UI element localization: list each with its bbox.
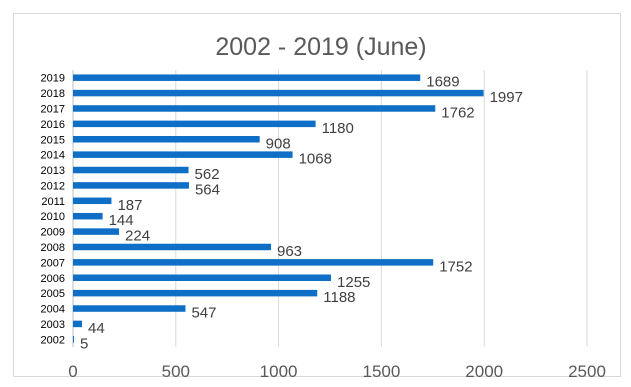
data-label: 908 [266, 135, 291, 152]
category-label: 2008 [41, 242, 65, 254]
bar [73, 151, 293, 158]
data-label: 1180 [322, 120, 354, 137]
bar [73, 166, 189, 174]
chart-frame [13, 13, 621, 377]
data-label: 564 [195, 181, 220, 198]
category-label: 2004 [41, 304, 65, 316]
category-labels: 2019 2018 2017 2016 2015 2014 2013 2012 2011 2010… [41, 73, 65, 347]
data-label: 547 [191, 305, 216, 322]
x-tick-label: 2500 [568, 362, 606, 381]
data-label: 1997 [490, 89, 523, 106]
category-label: 2018 [41, 88, 65, 100]
category-label: 2015 [41, 134, 65, 146]
category-label: 2013 [41, 165, 65, 177]
bar [73, 243, 271, 251]
x-tick-label: 1500 [362, 362, 400, 381]
data-label: 562 [195, 166, 220, 183]
data-label: 5 [80, 335, 88, 352]
bar [73, 197, 112, 205]
x-tick-label: 0 [68, 362, 77, 381]
data-label: 1762 [441, 104, 474, 121]
bar [73, 274, 332, 281]
category-label: 2017 [41, 103, 65, 115]
category-label: 2014 [41, 150, 65, 162]
data-label: 44 [88, 320, 105, 337]
bar [73, 228, 120, 235]
category-label: 2003 [41, 319, 65, 331]
data-label: 187 [117, 197, 142, 214]
category-label: 2012 [41, 180, 65, 192]
bar [73, 89, 484, 97]
bar [73, 120, 316, 128]
bar [73, 305, 186, 312]
data-label: 1068 [299, 151, 332, 168]
x-axis-ticks: 0 500 1000 1500 2000 2500 [68, 362, 606, 381]
bar [73, 136, 260, 143]
bar [73, 289, 318, 297]
bar [73, 182, 189, 189]
category-label: 2007 [41, 257, 65, 269]
category-label: 2016 [41, 119, 65, 131]
data-label: 1752 [439, 258, 472, 275]
data-label: 1689 [426, 74, 459, 91]
bar [73, 105, 436, 112]
bar [73, 336, 75, 343]
data-label: 963 [277, 243, 302, 260]
data-label: 1188 [323, 289, 355, 306]
bars [73, 74, 484, 343]
x-tick-label: 2000 [465, 362, 503, 381]
bar [73, 259, 434, 266]
category-label: 2009 [41, 227, 65, 239]
data-label: 224 [125, 228, 150, 245]
category-label: 2005 [41, 288, 65, 300]
x-tick-label: 500 [162, 362, 190, 381]
chart-title: 2002 - 2019 (June) [215, 33, 426, 61]
category-label: 2010 [41, 211, 65, 223]
data-label: 1255 [337, 274, 370, 291]
category-label: 2002 [41, 334, 65, 346]
category-label: 2006 [41, 273, 65, 285]
category-label: 2011 [41, 196, 65, 208]
data-label: 144 [109, 212, 134, 229]
bar [73, 212, 103, 220]
gridlines [72, 70, 588, 347]
bar [73, 74, 421, 81]
x-tick-label: 1000 [260, 362, 298, 381]
category-label: 2019 [41, 73, 65, 85]
bar [73, 320, 83, 328]
